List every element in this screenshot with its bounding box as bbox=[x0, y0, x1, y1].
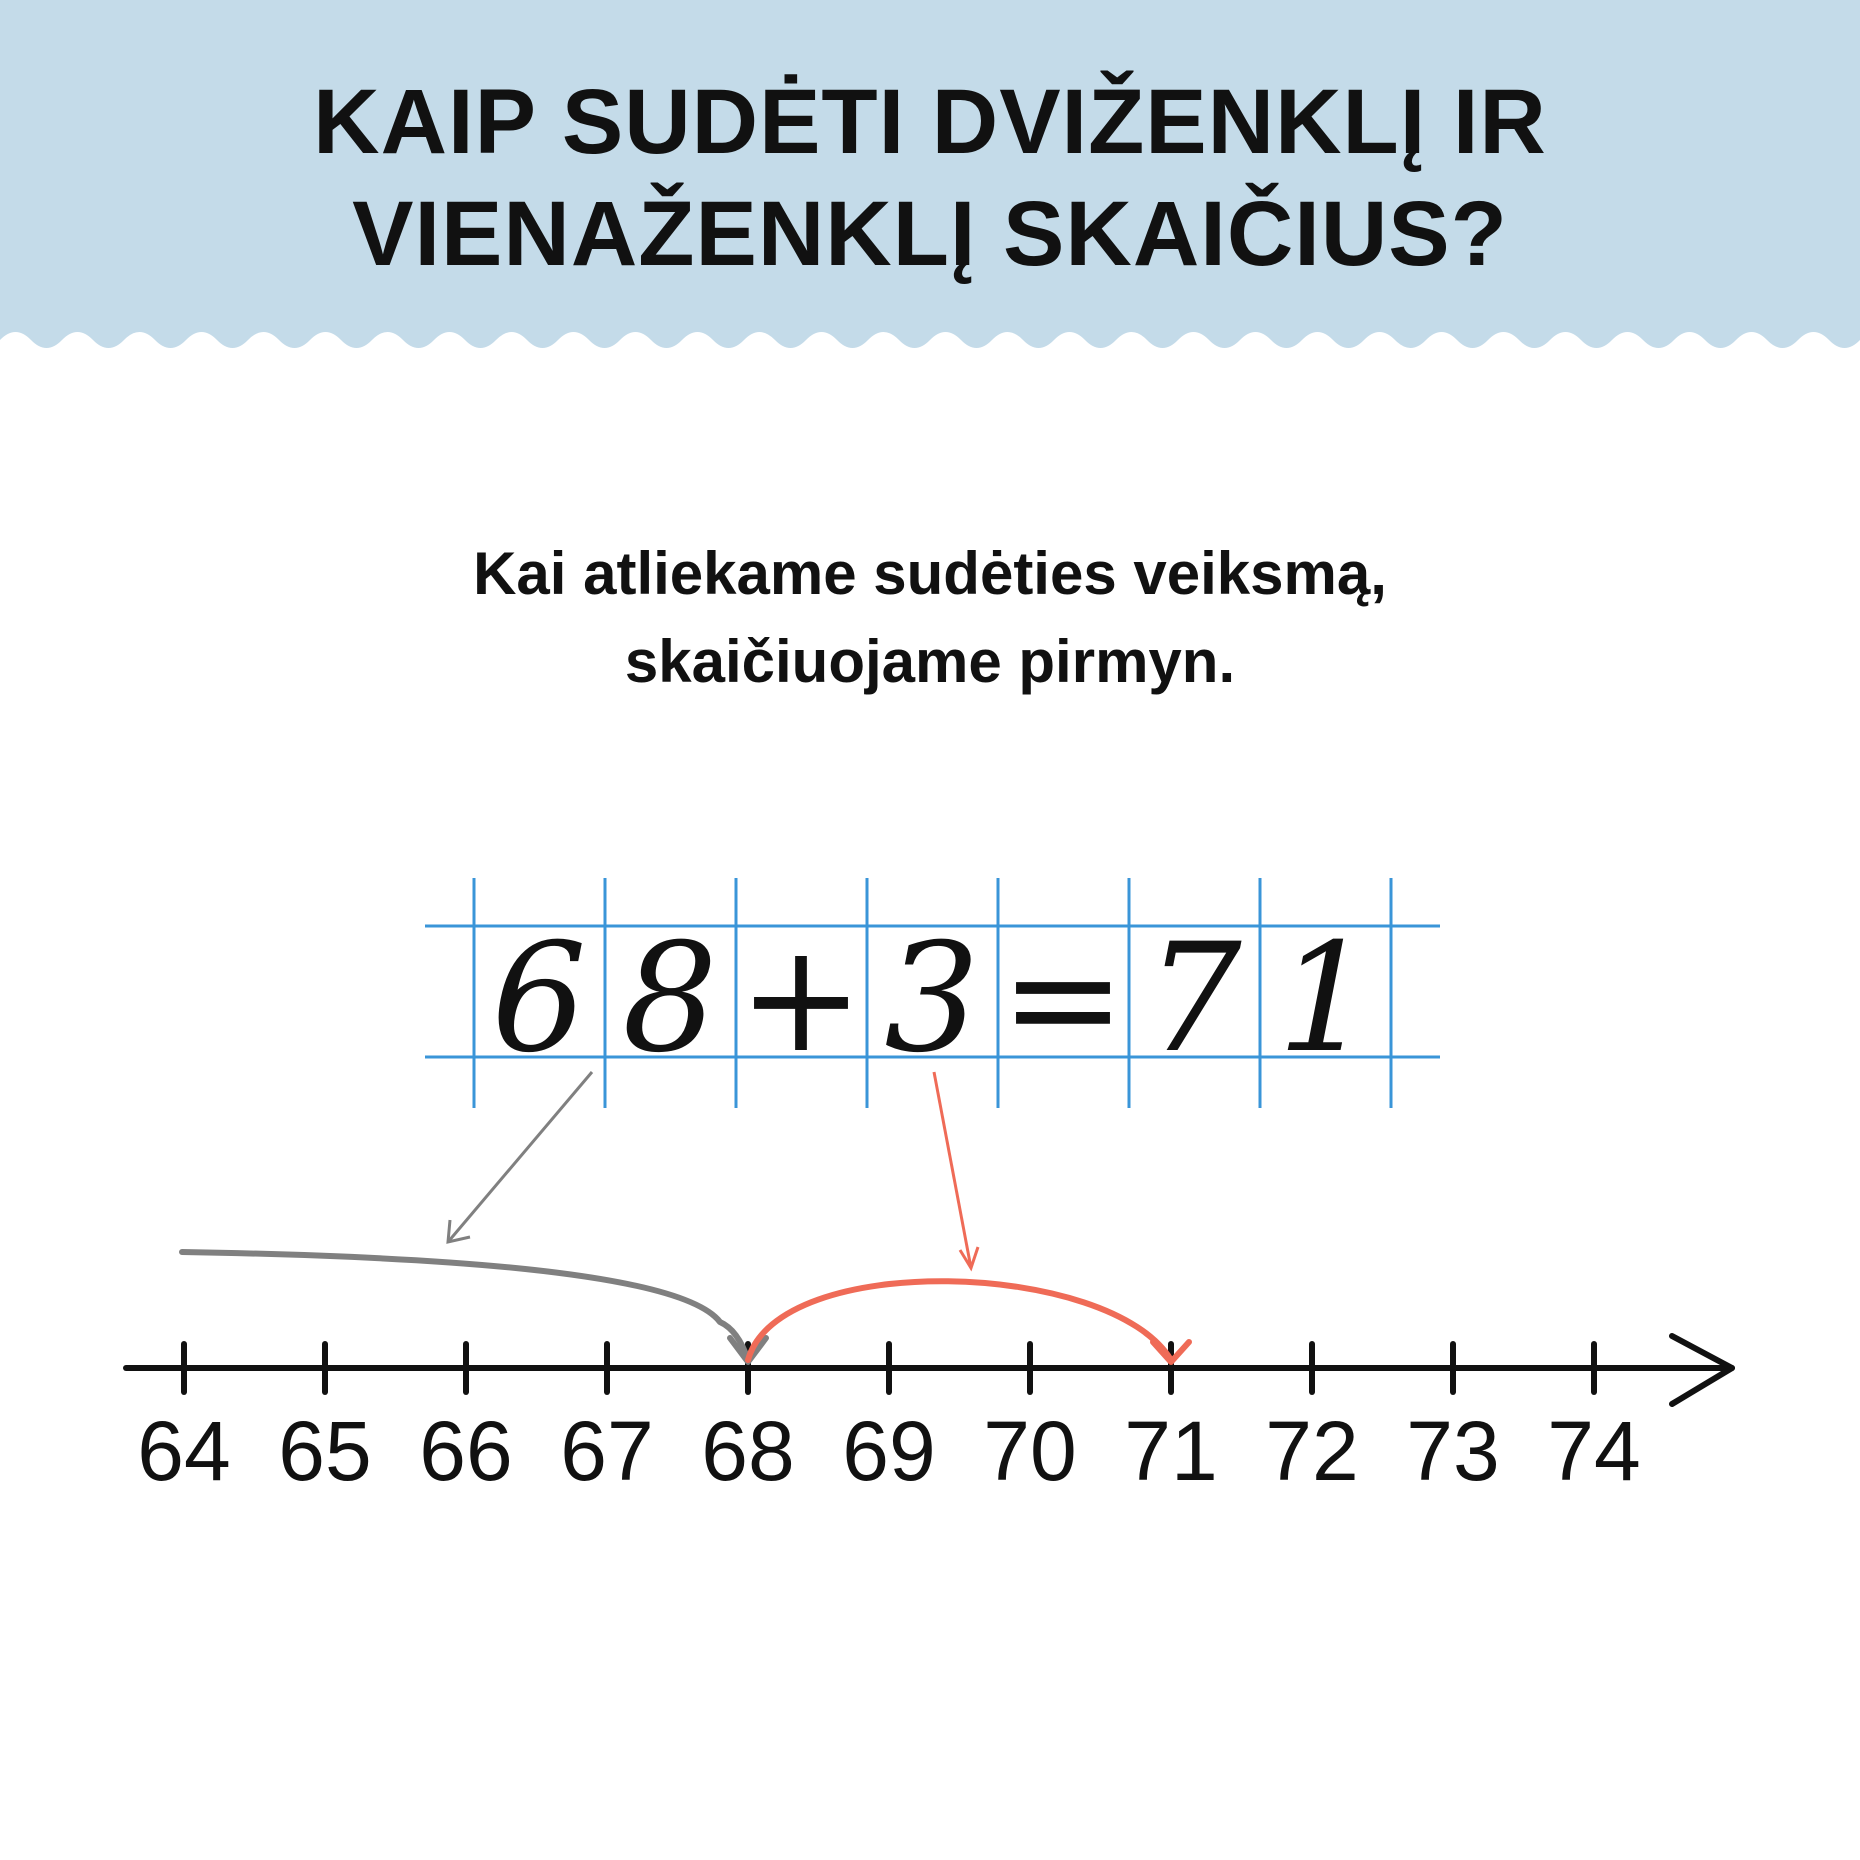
explanation-text: Kai atliekame sudėties veiksmą, skaičiuo… bbox=[0, 530, 1860, 706]
axis-tick-label: 72 bbox=[1265, 1404, 1358, 1498]
first-addend-path bbox=[179, 1249, 751, 1363]
title-line-1: KAIP SUDĖTI DVIŽENKLĮ IR bbox=[313, 71, 1547, 173]
equation-symbol: 3 bbox=[884, 912, 979, 1086]
axis-tick-label: 71 bbox=[1124, 1404, 1217, 1498]
axis-tick-label: 67 bbox=[560, 1404, 653, 1498]
equation-symbol: 8 bbox=[622, 912, 717, 1086]
number-line: 64 65 66 67 68 69 70 71 72 73 74 bbox=[123, 1249, 1735, 1498]
equation-symbol: 7 bbox=[1146, 912, 1242, 1086]
first-addend-pointer bbox=[446, 1071, 594, 1243]
second-addend-pointer bbox=[932, 1071, 973, 1269]
equation-symbol: = bbox=[1000, 912, 1126, 1086]
axis-tick-label: 73 bbox=[1406, 1404, 1499, 1498]
explanation-line-1: Kai atliekame sudėties veiksmą, bbox=[473, 540, 1387, 607]
pointer-arrows bbox=[446, 1071, 980, 1272]
page-title: KAIP SUDĖTI DVIŽENKLĮ IR VIENAŽENKLĮ SKA… bbox=[0, 66, 1860, 290]
axis-arrowhead bbox=[1669, 1333, 1735, 1407]
axis-tick-label: 64 bbox=[137, 1404, 230, 1498]
axis-tick-label: 68 bbox=[701, 1404, 794, 1498]
first-addend-pointer-head bbox=[446, 1219, 471, 1244]
wavy-banner-background bbox=[0, 0, 1860, 348]
axis-tick-label: 65 bbox=[278, 1404, 371, 1498]
second-addend-pointer-head bbox=[958, 1246, 980, 1272]
jump-arc-head bbox=[1150, 1339, 1192, 1365]
axis-tick-label: 70 bbox=[983, 1404, 1076, 1498]
axis-tick-label: 69 bbox=[842, 1404, 935, 1498]
axis-tick-label: 66 bbox=[419, 1404, 512, 1498]
title-line-2: VIENAŽENKLĮ SKAIČIUS? bbox=[352, 183, 1508, 285]
equation-symbol: + bbox=[738, 912, 864, 1086]
axis-tick-label: 74 bbox=[1547, 1404, 1640, 1498]
explanation-line-2: skaičiuojame pirmyn. bbox=[624, 628, 1236, 695]
handwritten-equation: 6 8 +3 = 7 1 bbox=[491, 912, 1372, 1086]
jump-arc bbox=[745, 1278, 1174, 1363]
equation-symbol: 6 bbox=[491, 912, 586, 1086]
title-banner bbox=[0, 0, 1860, 348]
squared-paper-grid bbox=[425, 878, 1440, 1108]
equation-symbol: 1 bbox=[1277, 912, 1372, 1086]
